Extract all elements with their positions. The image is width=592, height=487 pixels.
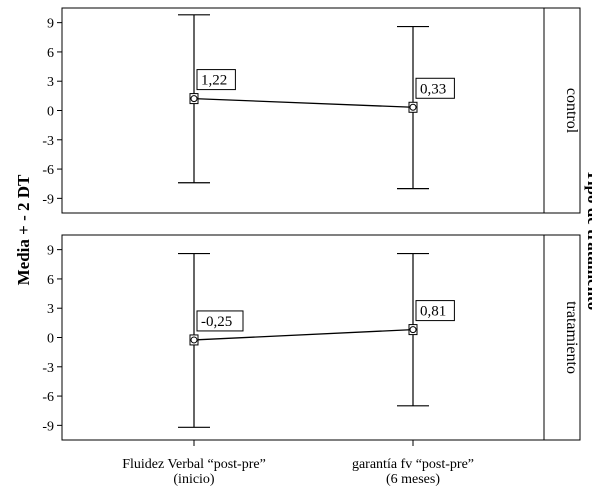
data-label-box xyxy=(196,310,244,332)
y-tick-label: 0 xyxy=(47,332,54,347)
mean-marker xyxy=(190,95,198,103)
x-tick-label: (6 meses) xyxy=(386,472,440,487)
mean-line xyxy=(193,97,414,108)
panel-label: tratamiento xyxy=(563,301,580,374)
panel-1: tratamiento 9 6 3 0 -3 -6 -9 -0,25 0,81 xyxy=(42,234,581,441)
panel-strip xyxy=(543,234,581,441)
x-tick-label: garantía fv “post-pre” xyxy=(352,457,474,472)
data-label: 0,33 xyxy=(420,81,446,97)
y-tick-label: 6 xyxy=(47,273,54,288)
x-tick-label: Fluidez Verbal “post-pre” xyxy=(122,457,266,472)
facet-title: Tipo de tratamento xyxy=(584,170,592,310)
data-label-box xyxy=(196,69,236,91)
y-tick-label: -3 xyxy=(42,134,54,149)
panel-0: control 9 6 3 0 -3 -6 -9 1,22 0,33 xyxy=(42,7,581,214)
mean-marker xyxy=(409,326,417,334)
y-tick-label: 9 xyxy=(47,17,54,32)
y-tick-label: -9 xyxy=(42,419,54,434)
mean-marker xyxy=(409,103,417,111)
y-tick-label: -6 xyxy=(42,163,54,178)
data-label-box xyxy=(415,77,455,99)
data-label: 0,81 xyxy=(420,304,446,320)
plot-layer: control 9 6 3 0 -3 -6 -9 1,22 0,33 tratamiento 9 6 3 0… xyxy=(42,7,581,487)
y-tick-label: 6 xyxy=(47,46,54,61)
y-tick-label: -3 xyxy=(42,361,54,376)
mean-marker xyxy=(190,336,198,344)
x-tick-label: (inicio) xyxy=(173,472,215,487)
panel-strip xyxy=(543,7,581,214)
y-tick-label: 3 xyxy=(47,75,54,90)
mean-line xyxy=(193,328,414,341)
y-axis-title: Media + - 2 DT xyxy=(14,174,33,285)
data-label-box xyxy=(415,300,455,322)
y-tick-label: -9 xyxy=(42,192,54,207)
y-tick-label: 0 xyxy=(47,105,54,120)
plot-frame xyxy=(61,234,545,441)
y-tick-label: -6 xyxy=(42,390,54,405)
y-tick-label: 3 xyxy=(47,302,54,317)
y-tick-label: 9 xyxy=(47,244,54,259)
plot-frame xyxy=(61,7,545,214)
data-label: 1,22 xyxy=(201,73,227,89)
panel-label: control xyxy=(563,88,580,134)
data-label: -0,25 xyxy=(201,314,232,330)
